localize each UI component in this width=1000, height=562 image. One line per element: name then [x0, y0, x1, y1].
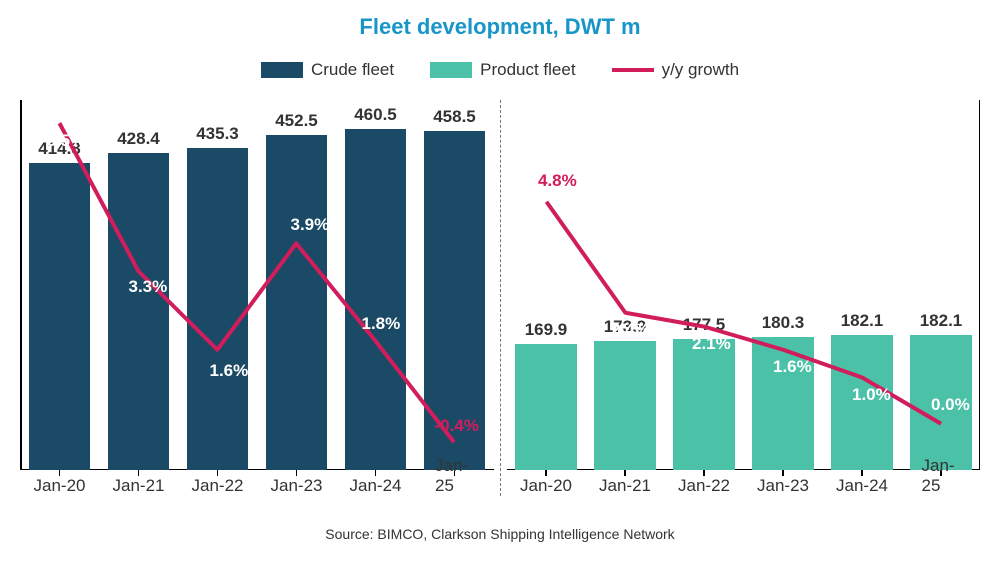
bar-value-label: 182.1: [823, 311, 902, 331]
growth-pct-label: 3.3%: [129, 277, 168, 297]
x-axis-label: Jan-20: [520, 476, 572, 496]
legend-swatch: [261, 62, 303, 78]
growth-pct-label: 2.1%: [692, 334, 731, 354]
bar-value-label: 182.1: [902, 311, 981, 331]
growth-pct-label: 1.8%: [362, 314, 401, 334]
legend: Crude fleet Product fleet y/y growth: [0, 60, 1000, 80]
x-axis-label: Jan-25: [922, 456, 961, 496]
growth-line: [507, 100, 981, 470]
bar: [266, 135, 328, 470]
bar-value-label: 460.5: [336, 105, 415, 125]
legend-item: Crude fleet: [261, 60, 394, 80]
charts-area: 414.8428.4435.3452.5460.5458.56.5%3.3%1.…: [20, 100, 980, 496]
source-note: Source: BIMCO, Clarkson Shipping Intelli…: [0, 526, 1000, 542]
x-axis-label: Jan-24: [836, 476, 888, 496]
x-axis-label: Jan-23: [271, 476, 323, 496]
growth-pct-label: 1.0%: [852, 385, 891, 405]
panel-crude: 414.8428.4435.3452.5460.5458.56.5%3.3%1.…: [20, 100, 494, 496]
growth-pct-label: 1.6%: [773, 357, 812, 377]
legend-swatch: [430, 62, 472, 78]
growth-pct-label: 6.5%: [47, 131, 86, 151]
plot-area: 169.9173.9177.5180.3182.1182.14.8%2.4%2.…: [507, 100, 981, 470]
growth-pct-label: 3.9%: [291, 215, 330, 235]
x-axis-label: Jan-21: [599, 476, 651, 496]
x-axis-label: Jan-22: [678, 476, 730, 496]
legend-swatch: [612, 68, 654, 72]
bar-value-label: 428.4: [99, 129, 178, 149]
x-axis-label: Jan-23: [757, 476, 809, 496]
bar-value-label: 177.5: [665, 315, 744, 335]
bar-value-label: 435.3: [178, 124, 257, 144]
growth-pct-label: 0.0%: [931, 395, 970, 415]
bar-value-label: 169.9: [507, 320, 586, 340]
x-axis-label: Jan-25: [435, 456, 474, 496]
bar: [29, 163, 91, 470]
panel-product: 169.9173.9177.5180.3182.1182.14.8%2.4%2.…: [507, 100, 981, 496]
x-axis-label: Jan-22: [192, 476, 244, 496]
legend-label: Product fleet: [480, 60, 575, 80]
x-axis-label: Jan-20: [34, 476, 86, 496]
bar: [108, 153, 170, 470]
legend-label: y/y growth: [662, 60, 739, 80]
bar: [345, 129, 407, 470]
legend-label: Crude fleet: [311, 60, 394, 80]
growth-pct-label: 2.4%: [611, 320, 650, 340]
bar: [594, 341, 656, 470]
growth-pct-label: -0.4%: [435, 416, 479, 436]
bar: [673, 339, 735, 470]
bar-value-label: 458.5: [415, 107, 494, 127]
bar: [187, 148, 249, 470]
bar-value-label: 180.3: [744, 313, 823, 333]
growth-pct-label: 4.8%: [538, 171, 577, 191]
plot-area: 414.8428.4435.3452.5460.5458.56.5%3.3%1.…: [20, 100, 494, 470]
bar-value-label: 452.5: [257, 111, 336, 131]
x-axis-label: Jan-24: [350, 476, 402, 496]
panel-divider: [500, 100, 501, 496]
chart-title: Fleet development, DWT m: [0, 14, 1000, 40]
bar: [515, 344, 577, 470]
x-axis-label: Jan-21: [113, 476, 165, 496]
growth-pct-label: 1.6%: [210, 361, 249, 381]
legend-item: y/y growth: [612, 60, 739, 80]
legend-item: Product fleet: [430, 60, 575, 80]
